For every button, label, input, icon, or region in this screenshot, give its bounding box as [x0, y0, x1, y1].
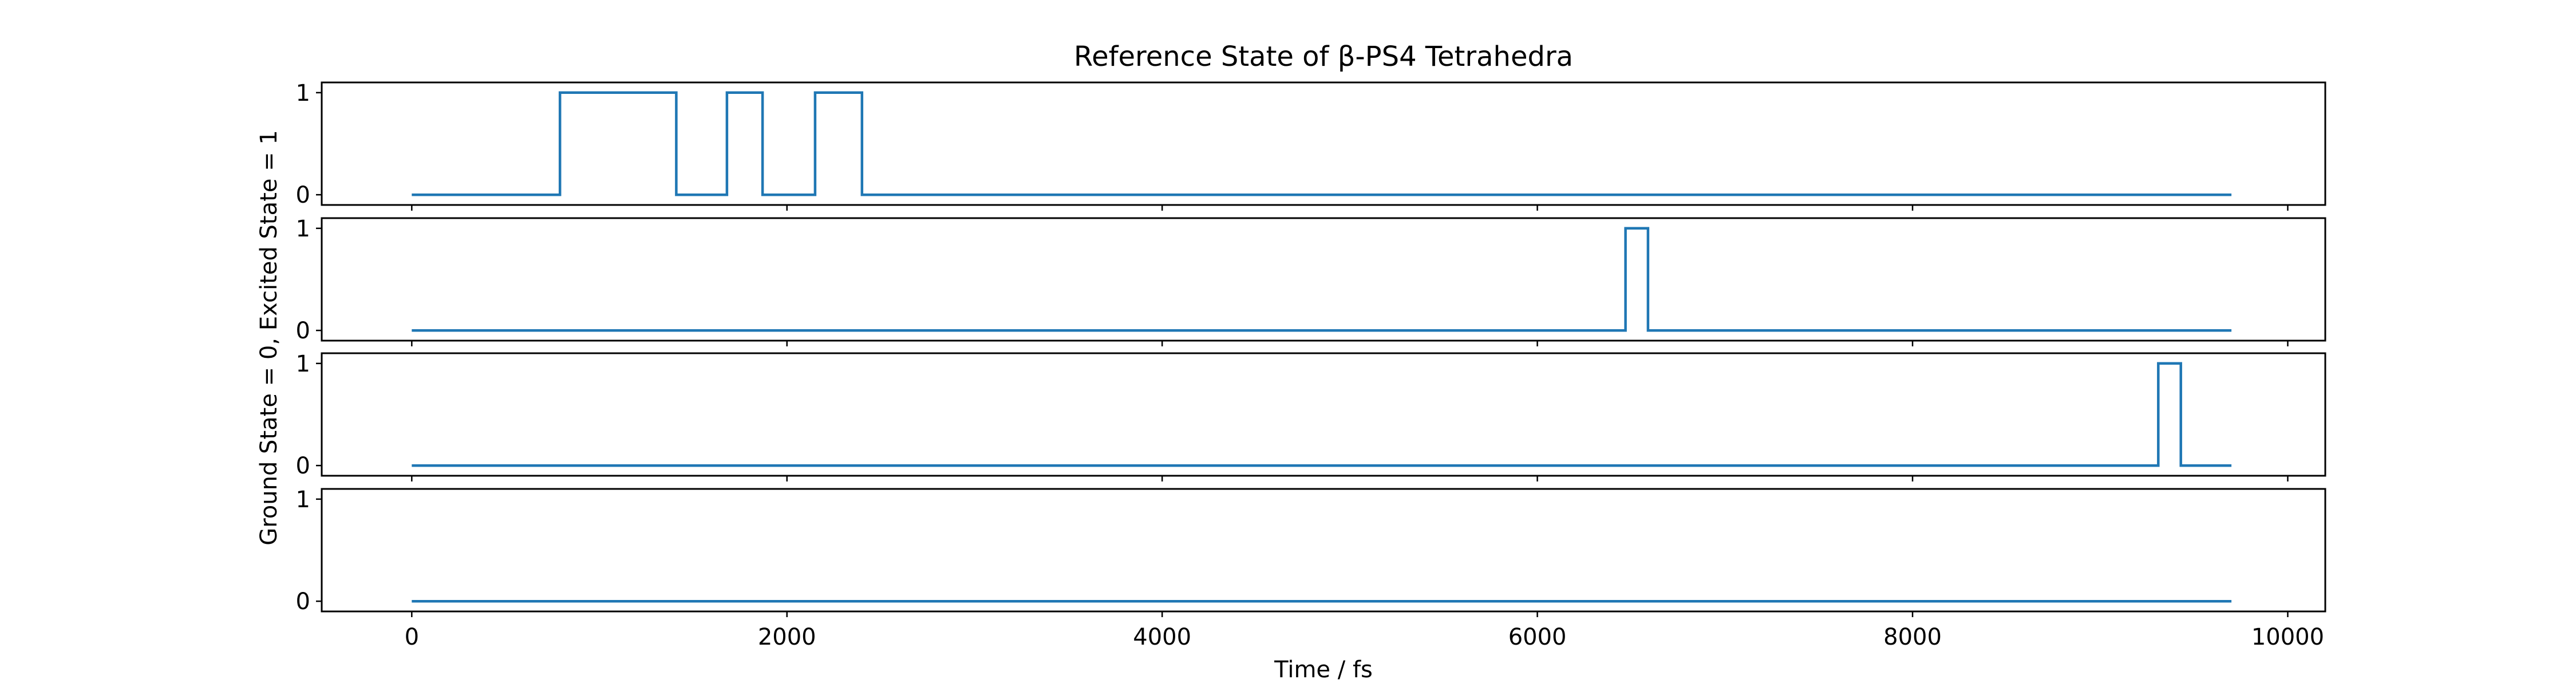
x-tick-label: 0	[405, 624, 419, 650]
x-axis: 0 2000 4000 6000 8000 10000	[405, 624, 2325, 650]
x-tick-label: 2000	[758, 624, 816, 650]
y-tick-label: 0	[296, 453, 310, 479]
x-axis-label: Time / fs	[1274, 657, 1373, 683]
y-tick-label: 1	[296, 487, 310, 513]
subplot-frame	[321, 352, 2326, 477]
y-axis-label: Ground State = 0, Excited State = 1	[256, 130, 282, 546]
subplot-2: 01	[296, 216, 2326, 346]
y-tick-label: 0	[296, 589, 310, 615]
y-tick-label: 1	[296, 351, 310, 377]
x-tick-label: 4000	[1133, 624, 1191, 650]
subplot-4: 01	[296, 487, 2326, 617]
series-line-3	[412, 362, 2232, 467]
y-tick-label: 0	[296, 182, 310, 208]
subplot-1: 01	[296, 80, 2326, 211]
x-tick-label: 8000	[1883, 624, 1942, 650]
series-line-1	[412, 91, 2232, 196]
subplot-3: 01	[296, 351, 2326, 481]
series-line-2	[412, 227, 2232, 332]
subplot-frame	[321, 81, 2326, 206]
chart-title: Reference State of β-PS4 Tetrahedra	[1074, 41, 1573, 73]
x-tick-label: 10000	[2251, 624, 2324, 650]
x-tick-label: 6000	[1508, 624, 1567, 650]
y-tick-label: 1	[296, 216, 310, 242]
subplot-frame	[321, 217, 2326, 342]
y-tick-label: 0	[296, 318, 310, 344]
y-tick-label: 1	[296, 80, 310, 106]
subplot-frame	[321, 488, 2326, 613]
